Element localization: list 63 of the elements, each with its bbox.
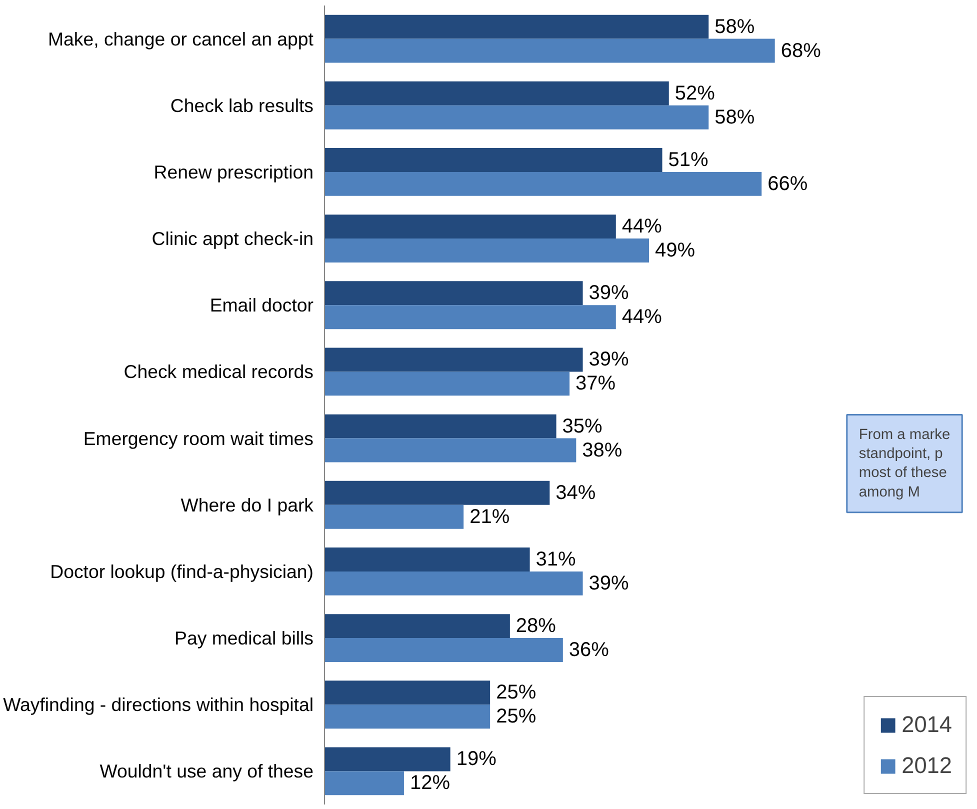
data-label: 38% <box>582 439 622 462</box>
data-label: 44% <box>622 306 662 328</box>
y-tick-label: Make, change or cancel an appt <box>48 28 314 50</box>
y-tick-label: Wouldn't use any of these <box>100 760 314 782</box>
bar <box>324 571 583 596</box>
y-tick-label: Email doctor <box>210 294 314 316</box>
data-label: 39% <box>588 282 630 304</box>
bar <box>324 281 583 306</box>
y-tick-label: Renew prescription <box>154 161 314 182</box>
data-label: 21% <box>470 506 510 528</box>
data-label: 58% <box>714 106 755 128</box>
data-label: 39% <box>588 572 630 594</box>
bar <box>324 680 490 705</box>
y-tick-label: Check medical records <box>124 361 314 382</box>
y-tick-label: Emergency room wait times <box>83 428 314 449</box>
data-label: 52% <box>674 82 716 104</box>
y-tick-label: Clinic appt check-in <box>152 228 314 250</box>
bar <box>324 638 563 662</box>
text: From a marke standpoint, p most of these among M <box>858 426 950 500</box>
data-label: 12% <box>410 772 450 794</box>
legend-label: 2012 <box>902 752 952 779</box>
data-label: 25% <box>496 706 536 728</box>
legend-label: 2014 <box>902 711 952 738</box>
bar <box>324 771 404 796</box>
bar <box>324 14 709 39</box>
data-label: 51% <box>668 148 709 171</box>
data-label: 35% <box>562 415 603 438</box>
data-label: 31% <box>536 548 576 570</box>
data-label: 36% <box>568 639 610 662</box>
bar <box>324 372 570 396</box>
bar <box>324 38 775 63</box>
bar <box>324 747 450 772</box>
bar <box>324 547 530 572</box>
y-tick-label: Where do I park <box>180 494 314 516</box>
bar <box>324 414 556 438</box>
data-label: 58% <box>714 16 755 38</box>
bar <box>324 614 510 638</box>
data-label: 39% <box>588 348 630 371</box>
data-label: 28% <box>516 615 556 638</box>
bar <box>324 214 616 239</box>
data-label: 34% <box>556 482 596 504</box>
bar <box>324 81 669 106</box>
data-label: 66% <box>768 172 808 195</box>
data-label: 37% <box>576 372 616 395</box>
data-label: 25% <box>496 682 536 704</box>
y-tick-label: Wayfinding - directions within hospital <box>3 694 314 716</box>
bar <box>324 704 490 729</box>
bar <box>324 148 662 172</box>
bar <box>324 172 762 196</box>
y-tick-label: Check lab results <box>170 94 314 116</box>
data-label: 19% <box>456 748 497 770</box>
bar <box>324 105 709 130</box>
y-tick-label: Doctor lookup (find-a-physician) <box>50 560 314 582</box>
bar <box>324 504 464 529</box>
bar <box>324 438 576 462</box>
y-tick-label: Pay medical bills <box>174 628 314 649</box>
bar <box>324 480 550 505</box>
bar <box>324 348 583 372</box>
data-label: 44% <box>622 216 662 238</box>
data-label: 68% <box>780 40 822 62</box>
bar <box>324 238 650 263</box>
data-label: 49% <box>655 240 696 262</box>
bar <box>324 305 616 330</box>
